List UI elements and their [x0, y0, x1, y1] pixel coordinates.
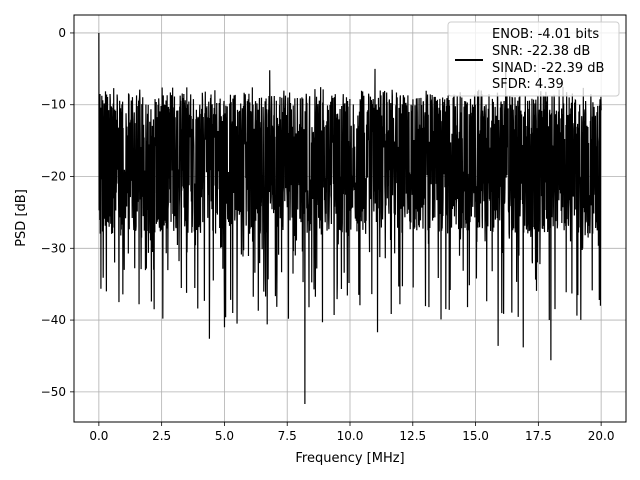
x-tick-label: 15.0	[462, 429, 489, 443]
y-tick-label: 0	[58, 26, 66, 40]
x-tick-label: 17.5	[525, 429, 552, 443]
plot-area	[98, 32, 602, 405]
legend-box	[447, 21, 620, 97]
x-tick-label: 7.5	[278, 429, 297, 443]
x-tick-label: 2.5	[152, 429, 171, 443]
x-tick-label: 10.0	[337, 429, 364, 443]
y-tick-label: −10	[41, 98, 66, 112]
x-tick-label: 20.0	[588, 429, 615, 443]
legend-line-snr: SNR: -22.38 dB	[492, 44, 590, 59]
y-axis-label: PSD [dB]	[14, 189, 29, 247]
x-tick-label: 5.0	[215, 429, 234, 443]
legend-line-sinad: SINAD: -22.39 dB	[492, 61, 604, 76]
y-tick-label: −50	[41, 385, 66, 399]
y-tick-label: −40	[41, 313, 66, 327]
psd-series-line	[98, 32, 602, 405]
y-tick-label: −30	[41, 241, 66, 255]
x-axis-label: Frequency [MHz]	[295, 451, 404, 466]
y-axis-ticks: 0 −10 −20 −30 −40 −50	[41, 26, 74, 399]
x-tick-label: 0.0	[89, 429, 108, 443]
legend-line-enob: ENOB: -4.01 bits	[492, 27, 599, 42]
x-axis-ticks: 0.0 2.5 5.0 7.5 10.0 12.5 15.0 17.5 20.0	[89, 422, 614, 443]
legend-line-sfdr: SFDR: 4.39	[492, 77, 564, 92]
legend: ENOB: -4.01 bits SNR: -22.38 dB SINAD: -…	[447, 21, 620, 97]
x-tick-label: 12.5	[399, 429, 426, 443]
y-tick-label: −20	[41, 170, 66, 184]
